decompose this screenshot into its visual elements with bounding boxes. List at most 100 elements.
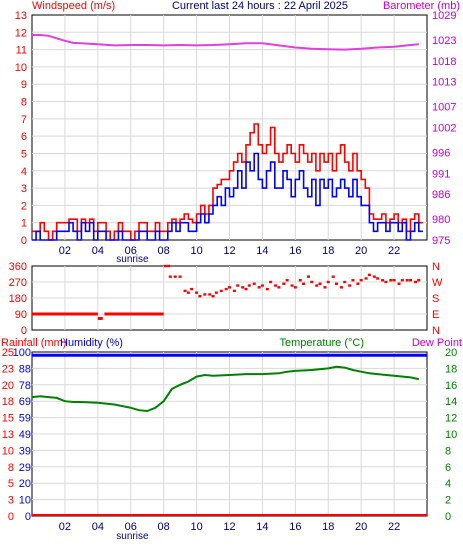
direction-point	[356, 282, 360, 285]
direction-point	[302, 282, 306, 285]
direction-point	[315, 284, 319, 287]
x-tick-label: 16	[289, 245, 301, 257]
x-tick-label: 22	[388, 521, 400, 533]
direction-point	[389, 279, 393, 282]
direction-point	[241, 286, 245, 289]
x-tick-label: 06	[125, 521, 137, 533]
y2-tick-label: 986	[432, 189, 450, 201]
x-tick-label: 02	[59, 521, 71, 533]
x-tick-label: 08	[158, 521, 170, 533]
direction-point	[413, 280, 417, 284]
direction-point	[367, 273, 371, 277]
compass-tick-label: W	[432, 277, 443, 289]
rainfall-tick-label: 23	[2, 363, 14, 375]
temperature-axis-title: Temperature (°C)	[280, 337, 364, 349]
direction-point	[257, 286, 261, 289]
temperature-tick-label: 8	[445, 445, 451, 457]
direction-point	[190, 287, 194, 291]
temperature-tick-label: 2	[445, 495, 451, 507]
direction-point	[417, 279, 421, 282]
direction-point	[203, 293, 207, 296]
x-tick-label: 14	[256, 245, 268, 257]
y2-tick-label: 1023	[432, 35, 456, 47]
rainfall-tick-label: 13	[2, 429, 14, 441]
temperature-tick-label: 4	[445, 478, 451, 490]
direction-point	[318, 282, 322, 285]
direction-point	[392, 279, 396, 282]
humidity-tick-label: 0	[25, 511, 31, 523]
direction-point	[224, 287, 228, 291]
x-tick-label: 20	[355, 521, 367, 533]
direction-point	[274, 284, 278, 287]
direction-point	[232, 289, 236, 293]
x-tick-label: 22	[388, 245, 400, 257]
rainfall-tick-label: 5	[8, 478, 14, 490]
y2-tick-label: 975	[432, 235, 450, 247]
direction-point	[211, 295, 215, 298]
x-tick-label: 18	[322, 245, 334, 257]
y-tick-label: 360	[9, 261, 27, 273]
y-tick-label: 6	[21, 131, 27, 143]
direction-point	[290, 284, 294, 287]
direction-point	[298, 279, 302, 282]
y-tick-label: 3	[21, 183, 27, 195]
humidity-tick-label: 59	[19, 413, 31, 425]
rainfall-tick-label: 25	[2, 347, 14, 359]
x-tick-label: 10	[190, 521, 202, 533]
x-tick-label: 04	[92, 245, 104, 257]
direction-point	[219, 289, 223, 293]
direction-point	[364, 277, 368, 280]
humidity-tick-label: 10	[19, 495, 31, 507]
humidity-tick-label: 78	[19, 380, 31, 392]
x-tick-label: 10	[190, 245, 202, 257]
compass-tick-label: S	[432, 293, 439, 305]
direction-point	[310, 280, 314, 284]
sunrise-label: sunrise	[116, 531, 149, 542]
rainfall-tick-label: 18	[2, 396, 14, 408]
direction-point	[208, 293, 212, 296]
direction-point	[293, 286, 297, 289]
direction-point	[376, 277, 380, 280]
temperature-tick-label: 16	[445, 380, 457, 392]
rainfall-tick-label: 15	[2, 413, 14, 425]
humidity-tick-label: 100	[13, 347, 31, 359]
y2-tick-label: 991	[432, 168, 450, 180]
y-tick-label: 90	[15, 309, 27, 321]
x-tick-label: 12	[223, 245, 235, 257]
direction-point	[285, 279, 289, 282]
direction-point	[384, 280, 388, 284]
windspeed-axis-title: Windspeed (m/s)	[32, 0, 115, 12]
barometer-axis-title: Barometer (mb)	[383, 0, 460, 12]
x-tick-label: 20	[355, 245, 367, 257]
y-tick-label: 0	[21, 235, 27, 247]
direction-point	[163, 264, 167, 268]
direction-point	[269, 280, 273, 284]
x-tick-label: 14	[256, 521, 268, 533]
compass-tick-label: N	[432, 325, 440, 337]
humidity-tick-label: 29	[19, 462, 31, 474]
x-tick-label: 16	[289, 521, 301, 533]
rainfall-tick-label: 8	[8, 462, 14, 474]
y-tick-label: 4	[21, 166, 27, 178]
direction-point	[228, 286, 231, 289]
direction-point	[277, 286, 281, 289]
x-tick-label: 04	[92, 521, 104, 533]
y-tick-label: 12	[15, 27, 27, 39]
temperature-tick-label: 6	[445, 462, 451, 474]
direction-point	[168, 275, 172, 278]
y-tick-label: 9	[21, 79, 27, 91]
temperature-tick-label: 12	[445, 413, 457, 425]
direction-point	[186, 291, 190, 294]
direction-point	[173, 275, 177, 278]
y-tick-label: 2	[21, 200, 27, 212]
y-tick-label: 5	[21, 148, 27, 160]
direction-point	[244, 287, 248, 291]
direction-point	[348, 284, 352, 287]
humidity-tick-label: 20	[19, 478, 31, 490]
direction-point	[183, 289, 187, 293]
direction-point	[381, 279, 385, 282]
direction-point	[372, 275, 376, 278]
